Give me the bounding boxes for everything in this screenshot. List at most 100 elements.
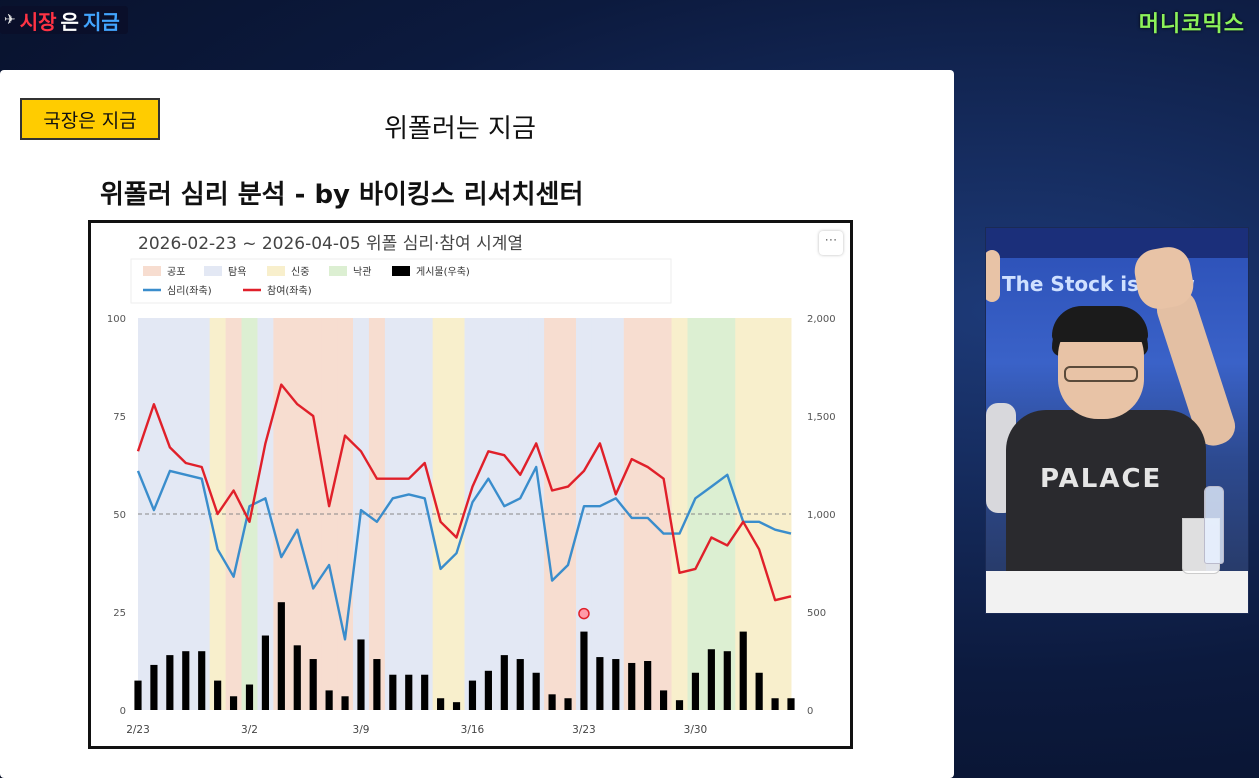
post-count-bar xyxy=(596,657,604,710)
post-count-bar xyxy=(580,631,588,710)
regime-band xyxy=(289,318,306,710)
presenter-left-hand xyxy=(986,250,1000,302)
participation-line xyxy=(136,383,792,602)
post-count-bar xyxy=(293,645,301,710)
post-count-bar xyxy=(277,602,285,710)
post-count-bar xyxy=(198,651,206,710)
right-axis-tick: 0 xyxy=(807,706,813,717)
post-count-bar xyxy=(309,659,317,710)
regime-band xyxy=(416,318,434,710)
presenter-hair-front xyxy=(1052,306,1148,342)
presenter-glasses xyxy=(1064,366,1138,382)
post-count-bar xyxy=(405,674,413,710)
left-axis-tick: 100 xyxy=(107,314,126,325)
legend-label: 신중 xyxy=(291,266,309,278)
channel-brand-right: 머니코믹스 xyxy=(1138,12,1245,37)
post-count-bar xyxy=(150,664,158,710)
post-count-bar xyxy=(468,680,477,710)
shirt-logo: PALACE xyxy=(1040,464,1163,494)
x-axis-tick: 2/23 xyxy=(126,724,150,736)
post-count-bar xyxy=(134,680,142,710)
regime-band xyxy=(177,318,195,710)
post-count-bar xyxy=(214,680,222,710)
post-count-bar xyxy=(437,698,445,710)
right-axis-tick: 500 xyxy=(807,608,826,619)
legend-swatch xyxy=(267,266,285,276)
post-count-bar xyxy=(389,674,397,710)
post-count-bar xyxy=(182,651,190,710)
post-count-bar xyxy=(261,635,269,710)
regime-band xyxy=(138,318,147,710)
post-count-bar xyxy=(771,698,779,710)
post-count-bar xyxy=(166,655,174,710)
left-axis-tick: 50 xyxy=(113,510,126,521)
channel-brand-left: ✈ 시장 은 지금 xyxy=(0,6,128,34)
left-axis-tick: 75 xyxy=(113,412,126,423)
regime-band xyxy=(528,318,545,710)
regime-band xyxy=(783,318,792,710)
post-count-bar xyxy=(564,698,572,710)
regime-band xyxy=(161,318,179,710)
broadcast-top-bar: ✈ 시장 은 지금 머니코믹스 xyxy=(0,0,1259,40)
slide-title: 위폴러는 지금 xyxy=(384,114,536,144)
post-count-bar xyxy=(548,694,556,710)
legend-label-bars: 게시물(우축) xyxy=(416,266,470,278)
right-axis-tick: 1,000 xyxy=(807,510,836,521)
legend-label: 공포 xyxy=(167,266,185,278)
post-count-bar xyxy=(421,674,429,710)
regime-band xyxy=(225,318,243,710)
right-axis-tick: 2,000 xyxy=(807,314,836,325)
legend-box xyxy=(130,258,672,304)
brand-word-particle: 은 xyxy=(60,9,79,34)
x-axis-tick: 3/30 xyxy=(684,724,708,736)
video-header-band xyxy=(986,228,1248,258)
chart-menu-button[interactable]: ⋯ xyxy=(819,231,843,255)
regime-band xyxy=(241,318,258,710)
slide-subtitle: 위폴러 심리 분석 - by 바이킹스 리서치센터 xyxy=(100,180,584,210)
presentation-slide: 국장은 지금 위폴러는 지금 위폴러 심리 분석 - by 바이킹스 리서치센터… xyxy=(0,70,954,778)
post-count-bar xyxy=(723,651,731,710)
rocket-icon: ✈ xyxy=(4,12,16,28)
presenter-body xyxy=(1006,410,1206,590)
post-count-bar xyxy=(452,702,461,710)
regime-band xyxy=(687,318,704,710)
legend-label: 심리(좌축) xyxy=(167,285,212,297)
desk xyxy=(986,571,1248,613)
legend-swatch xyxy=(204,266,222,276)
chart-title: 2026-02-23 ~ 2026-04-05 위폴 심리·참여 시계열 xyxy=(138,234,523,254)
legend-label: 참여(좌축) xyxy=(267,285,312,297)
brand-word-now: 지금 xyxy=(82,9,120,34)
section-tag: 국장은 지금 xyxy=(20,98,160,140)
highlight-marker xyxy=(578,607,590,620)
presenter-video: The Stock is Now PALACE xyxy=(985,227,1249,614)
left-axis-tick: 0 xyxy=(120,706,126,717)
post-count-bar xyxy=(660,690,668,710)
x-axis-tick: 3/23 xyxy=(572,724,596,736)
right-axis-tick: 1,500 xyxy=(807,412,836,423)
regime-band xyxy=(464,318,481,710)
water-bottle xyxy=(1204,486,1224,564)
legend-swatch-bars xyxy=(392,266,410,276)
left-axis-tick: 25 xyxy=(113,608,126,619)
regime-band xyxy=(512,318,529,710)
post-count-bar xyxy=(612,659,620,710)
regime-band xyxy=(639,318,657,710)
post-count-bar xyxy=(787,698,795,710)
post-count-bar xyxy=(484,670,492,710)
post-count-bar xyxy=(341,696,349,710)
post-count-bar xyxy=(532,672,540,710)
regime-band xyxy=(751,318,768,710)
legend-label: 낙관 xyxy=(353,266,371,278)
post-count-bar xyxy=(325,690,333,710)
post-count-bar xyxy=(739,631,747,710)
x-axis-tick: 3/9 xyxy=(353,724,370,736)
legend-label: 탐욕 xyxy=(228,266,246,278)
post-count-bar xyxy=(516,659,524,710)
post-count-bar xyxy=(229,696,238,710)
post-count-bar xyxy=(691,672,700,710)
post-count-bar xyxy=(357,639,365,710)
post-count-bar xyxy=(628,662,636,710)
legend-swatch xyxy=(329,266,347,276)
